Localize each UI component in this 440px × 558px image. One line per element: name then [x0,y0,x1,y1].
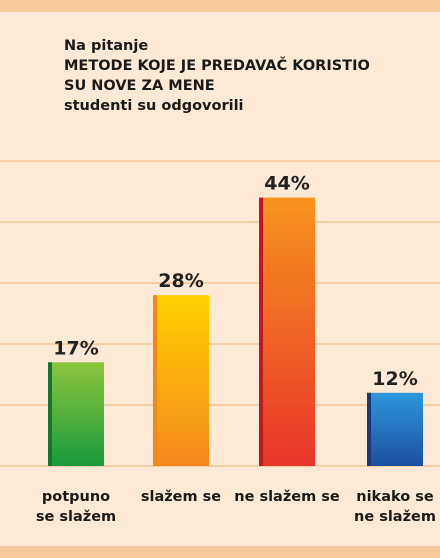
bar [259,197,315,466]
bar-edge [367,392,371,466]
x-tick-label: nikako se ne slažem [354,489,436,525]
value-label: 17% [53,337,98,359]
top-strip [0,0,440,12]
x-tick-label: slažem se [140,489,222,505]
bar [367,392,423,466]
value-label: 12% [372,368,417,390]
bar-edge [259,197,263,466]
bar [153,295,209,466]
bar [48,362,104,466]
bar-edge [153,295,157,466]
bottom-strip [0,546,440,558]
value-label: 28% [158,270,203,292]
bar-edge [48,362,52,466]
x-tick-label: potpuno se slažem [35,489,117,525]
chart-title: Na pitanje METODE KOJE JE PREDAVAČ KORIS… [64,38,370,114]
x-tick-label: ne slažem se [234,489,340,505]
value-label: 44% [264,173,309,195]
